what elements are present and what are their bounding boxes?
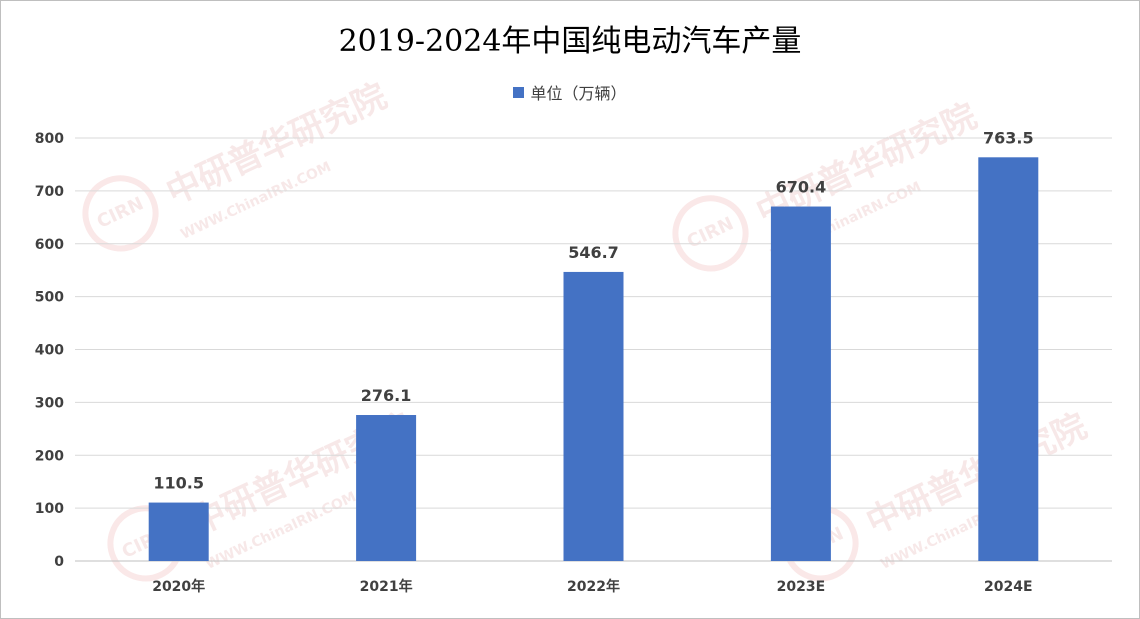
bar	[770, 206, 831, 561]
bar	[148, 502, 209, 561]
bar	[563, 271, 624, 561]
legend: 单位（万辆）	[0, 80, 1140, 104]
y-tick-label: 800	[35, 131, 64, 147]
legend-swatch	[513, 86, 525, 98]
x-tick-label: 2022年	[567, 578, 620, 595]
y-tick-label: 400	[35, 343, 64, 359]
y-tick-label: 600	[35, 237, 64, 253]
y-tick-label: 300	[35, 395, 64, 411]
data-label: 546.7	[568, 243, 619, 262]
x-tick-label: 2020年	[152, 578, 205, 595]
y-tick-label: 700	[35, 184, 64, 200]
x-tick-label: 2023E	[777, 579, 826, 595]
data-label: 276.1	[361, 386, 412, 405]
data-label: 110.5	[153, 474, 204, 493]
y-tick-label: 100	[35, 501, 64, 517]
chart-title: 2019-2024年中国纯电动汽车产量	[338, 24, 802, 59]
x-tick-label: 2021年	[360, 578, 413, 595]
data-label: 670.4	[776, 178, 827, 197]
bar	[978, 157, 1039, 561]
y-tick-label: 0	[54, 554, 64, 570]
data-label: 763.5	[983, 128, 1034, 147]
legend-label: 单位（万辆）	[530, 84, 627, 103]
y-tick-label: 200	[35, 448, 64, 464]
y-tick-label: 500	[35, 290, 64, 306]
bar	[356, 415, 417, 561]
x-tick-label: 2024E	[984, 579, 1033, 595]
